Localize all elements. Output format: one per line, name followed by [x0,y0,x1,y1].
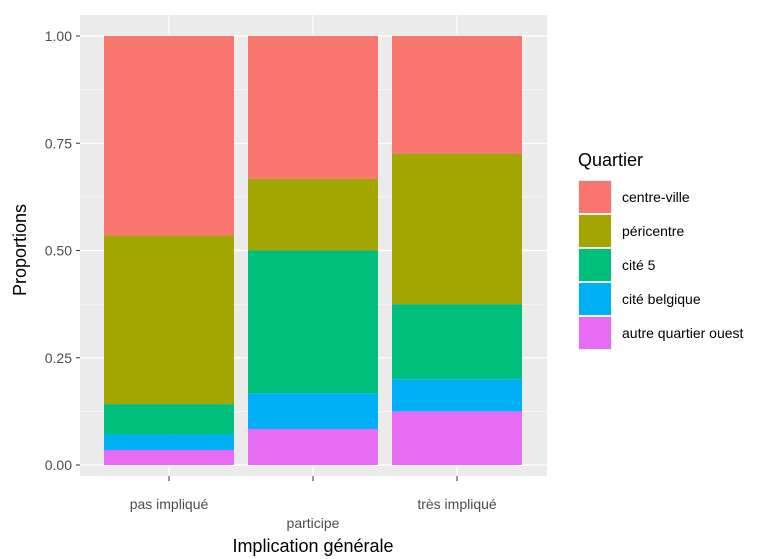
bar-segment-autre-quartier-ouest-0 [104,449,234,465]
legend: Quartier centre-ville péricentre cité 5 cit… [578,150,744,350]
bars [104,36,522,465]
bar-segment-cité-5-2 [392,304,522,380]
bar-segment-centre-ville-0 [104,36,234,236]
bar-segment-centre-ville-2 [392,36,522,154]
bar-segment-autre-quartier-ouest-1 [248,428,378,465]
y-tick-label: 0.25 [45,350,72,366]
legend-label: cité 5 [622,257,656,273]
bar-segment-cité-belgique-1 [248,393,378,429]
legend-swatch [579,215,611,247]
bar-segment-péricentre-0 [104,235,234,405]
bar-segment-cité-belgique-0 [104,434,234,450]
legend-swatch [579,181,611,213]
bar-segment-cité-5-0 [104,404,234,435]
bar-segment-péricentre-1 [248,178,378,251]
legend-label: autre quartier ouest [622,325,744,341]
legend-label: cité belgique [622,291,701,307]
y-tick-label: 0.00 [45,457,72,473]
legend-title: Quartier [578,150,643,170]
x-tick-label: pas impliqué [130,496,209,512]
y-tick-label: 0.75 [45,135,72,151]
x-axis-title: Implication générale [232,536,393,556]
bar-segment-autre-quartier-ouest-2 [392,411,522,465]
bar-segment-cité-5-1 [248,250,378,394]
legend-label: centre-ville [622,189,690,205]
y-tick-label: 1.00 [45,28,72,44]
x-tick-label: participe [287,515,340,531]
bar-segment-péricentre-2 [392,153,522,305]
legend-label: péricentre [622,223,684,239]
x-tick-label: très impliqué [417,496,497,512]
legend-swatch [579,317,611,349]
legend-swatch [579,283,611,315]
bar-segment-cité-belgique-2 [392,379,522,412]
legend-swatch [579,249,611,281]
bar-segment-centre-ville-1 [248,36,378,179]
x-axis: pas impliqué participe très impliqué [130,476,497,531]
y-axis: 0.00 0.25 0.50 0.75 1.00 [45,28,80,473]
y-axis-title: Proportions [10,204,30,296]
y-tick-label: 0.50 [45,243,72,259]
